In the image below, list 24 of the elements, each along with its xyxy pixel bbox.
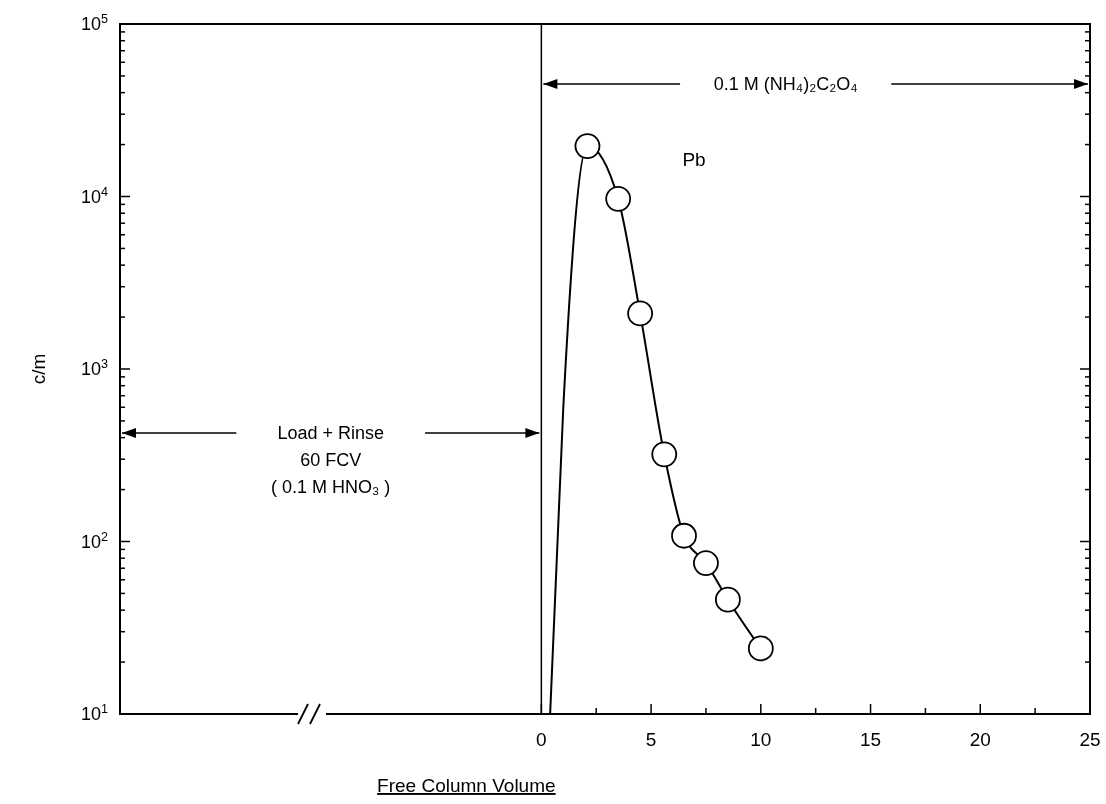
x-tick-label: 0 xyxy=(536,729,547,750)
y-axis-title: c/m xyxy=(28,353,49,385)
x-tick-label: 10 xyxy=(750,729,772,750)
annotation: Load + Rinse 60 FCV ( 0.1 M HNO₃ ) xyxy=(271,423,391,497)
y-tick-label: 10$^{1}$ xyxy=(80,702,108,724)
point xyxy=(715,586,741,613)
point xyxy=(605,185,632,212)
point xyxy=(747,635,774,662)
point xyxy=(671,522,697,549)
annotation: 0.1 M (NH₄)₂C₂O₄ xyxy=(713,74,858,94)
x-tick-label: 20 xyxy=(969,729,991,750)
point xyxy=(651,441,678,468)
x-tick-label: 25 xyxy=(1079,729,1101,750)
text: Pb xyxy=(682,149,706,171)
point xyxy=(574,133,601,159)
y-tick-label: 10$^{3}$ xyxy=(80,357,108,379)
point xyxy=(627,300,654,327)
y-tick-label: 10$^{4}$ xyxy=(80,184,108,207)
x-tick-label: 15 xyxy=(859,729,882,750)
x-tick-label: 5 xyxy=(645,729,657,750)
point xyxy=(693,550,719,576)
y-tick-label: 10$^{5}$ xyxy=(80,12,108,34)
x-axis-title: Free Column Volume xyxy=(377,775,556,796)
y-tick-label: 10$^{2}$ xyxy=(80,529,108,552)
